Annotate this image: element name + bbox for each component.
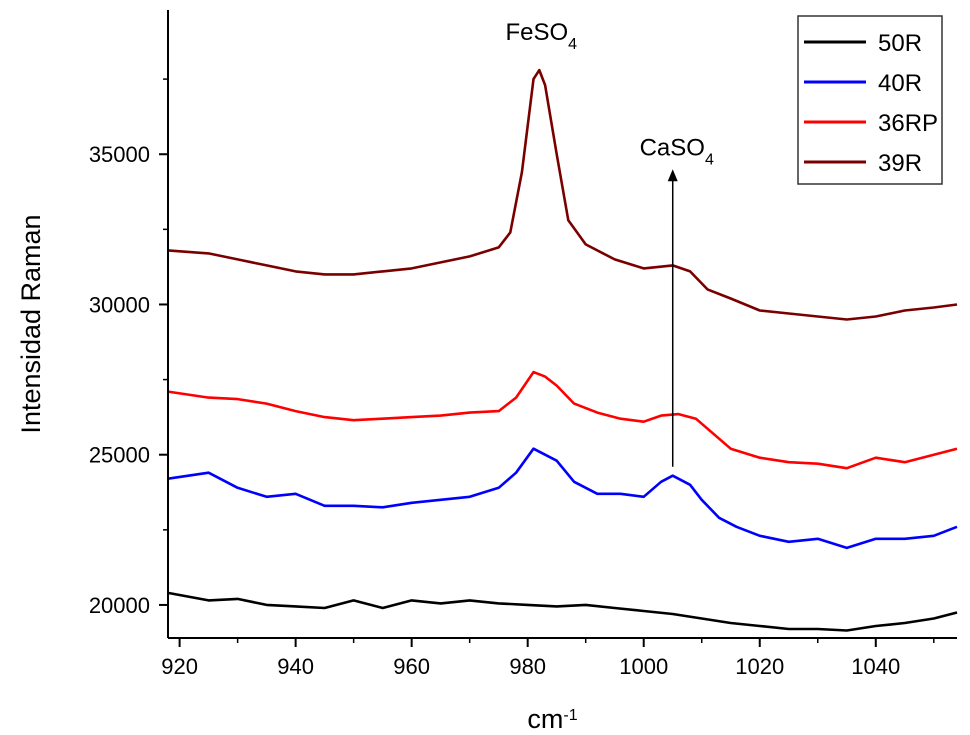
legend: 50R 40R 36RP 39R — [797, 15, 943, 185]
x-tick-label: 1000 — [619, 654, 668, 679]
x-tick-label: 920 — [161, 654, 198, 679]
x-axis-title-sup: -1 — [563, 707, 577, 724]
x-tick-label: 960 — [393, 654, 430, 679]
y-tick-label: 25000 — [89, 443, 150, 468]
series-line-40r — [167, 447, 958, 550]
legend-box — [797, 15, 943, 185]
legend-label-39r: 39R — [878, 150, 922, 177]
legend-label-36rp: 36RP — [878, 110, 938, 137]
legend-label-50r: 50R — [878, 30, 922, 57]
x-tick-label: 980 — [509, 654, 546, 679]
x-tick-label: 940 — [277, 654, 314, 679]
y-tick-label: 30000 — [89, 292, 150, 317]
caso4-arrow-head — [667, 169, 678, 182]
series-line-50r — [167, 591, 958, 632]
legend-label-40r: 40R — [878, 70, 922, 97]
series-line-36rp — [167, 370, 958, 470]
x-tick-label: 1040 — [851, 654, 900, 679]
annotation-caso4: CaSO4 — [640, 134, 714, 168]
series-line-39r — [167, 68, 958, 321]
y-axis-title: Intensidad Raman — [16, 214, 46, 433]
annotation-feso4: FeSO4 — [505, 19, 577, 53]
y-tick-label: 35000 — [89, 142, 150, 167]
x-tick-label: 1020 — [735, 654, 784, 679]
x-axis-title-base: cm — [527, 704, 563, 734]
x-axis-title: cm-1 — [527, 704, 577, 734]
y-tick-label: 20000 — [89, 593, 150, 618]
